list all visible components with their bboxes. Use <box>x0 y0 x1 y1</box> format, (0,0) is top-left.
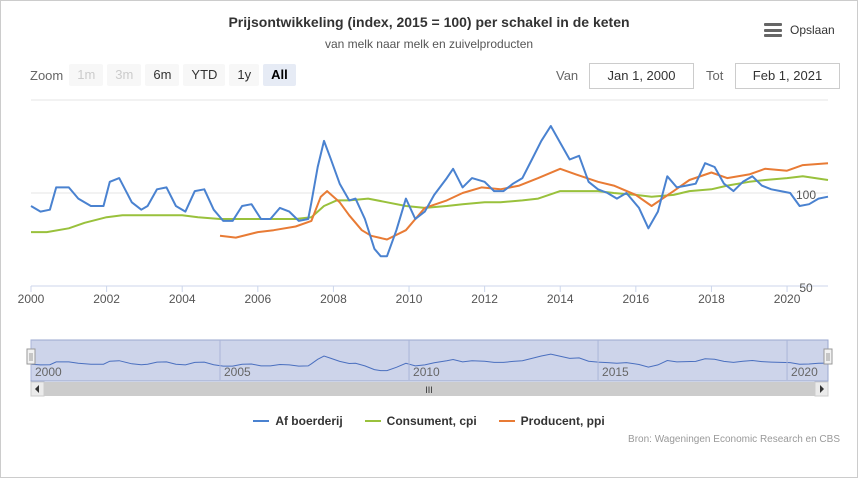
series-layer <box>30 125 829 258</box>
y-tick-label: 100 <box>796 188 816 202</box>
navigator-handle-right[interactable] <box>823 348 833 365</box>
x-tick-label: 2020 <box>774 292 801 306</box>
legend: Af boerderij Consument, cpi Producent, ppi <box>0 414 858 428</box>
navigator-tick-label: 2020 <box>791 365 818 379</box>
x-tick-label: 2014 <box>547 292 574 306</box>
x-tick-label: 2006 <box>244 292 271 306</box>
series-line-1 <box>31 175 829 234</box>
navigator-tick-label: 2005 <box>224 365 251 379</box>
legend-symbol-icon <box>253 420 270 422</box>
zoom-3m-button[interactable]: 3m <box>107 64 142 86</box>
legend-item-1[interactable]: Consument, cpi <box>364 414 477 428</box>
x-axis: 2000 2002 2004 2006 2008 2010 2012 2014 2016 2018… <box>18 285 828 306</box>
y-tick-label: 50 <box>799 281 813 295</box>
navigator-handle-left[interactable] <box>26 348 36 365</box>
legend-symbol-icon <box>364 420 381 422</box>
navigator-tick-label: 2000 <box>35 365 62 379</box>
credits: Bron: Wageningen Economic Research en CB… <box>628 434 840 445</box>
x-tick-label: 2008 <box>320 292 347 306</box>
legend-item-2[interactable]: Producent, ppi <box>498 414 605 428</box>
grid-lines <box>31 99 828 287</box>
x-tick-label: 2012 <box>471 292 498 306</box>
zoom-1m-button[interactable]: 1m <box>69 64 104 86</box>
arrow-right-icon <box>820 385 824 393</box>
range-to-label: Tot <box>706 68 724 83</box>
arrow-left-icon <box>35 385 39 393</box>
x-tick-label: 2018 <box>698 292 725 306</box>
zoom-6m-button[interactable]: 6m <box>145 64 180 86</box>
legend-symbol-icon <box>498 420 515 422</box>
navigator[interactable]: 2000 2005 2010 2015 2020 III <box>26 339 833 397</box>
y-axis: 100 50 <box>796 188 816 295</box>
series-line-0 <box>30 125 829 258</box>
range-to-input[interactable]: Feb 1, 2021 <box>735 63 840 89</box>
x-tick-label: 2000 <box>18 292 45 306</box>
scrollbar-grip-icon: III <box>425 385 433 395</box>
x-tick-label: 2016 <box>622 292 649 306</box>
x-tick-label: 2010 <box>396 292 423 306</box>
export-button[interactable]: Opslaan <box>764 23 835 37</box>
scrollbar-thumb[interactable] <box>44 382 815 396</box>
x-tick-label: 2002 <box>93 292 120 306</box>
navigator-tick-label: 2015 <box>602 365 629 379</box>
navigator-tick-label: 2010 <box>413 365 440 379</box>
zoom-label: Zoom <box>30 67 64 83</box>
zoom-all-button[interactable]: All <box>263 64 296 86</box>
x-tick-label: 2004 <box>169 292 196 306</box>
menu-icon <box>764 23 782 37</box>
zoom-1y-button[interactable]: 1y <box>229 64 260 86</box>
chart-subtitle: van melk naar melk en zuivelproducten <box>324 37 534 51</box>
legend-label: Af boerderij <box>275 414 343 428</box>
chart-title: Prijsontwikkeling (index, 2015 = 100) pe… <box>228 14 630 30</box>
export-label: Opslaan <box>790 23 835 37</box>
range-from-label: Van <box>556 68 579 83</box>
legend-item-0[interactable]: Af boerderij <box>253 414 343 428</box>
legend-label: Consument, cpi <box>386 414 477 428</box>
zoom-selector: Zoom 1m 3m 6m YTD 1y All <box>30 64 300 86</box>
zoom-ytd-button[interactable]: YTD <box>183 64 226 86</box>
legend-label: Producent, ppi <box>520 414 605 428</box>
range-from-input[interactable]: Jan 1, 2000 <box>589 63 694 89</box>
navigator-series <box>30 353 829 372</box>
